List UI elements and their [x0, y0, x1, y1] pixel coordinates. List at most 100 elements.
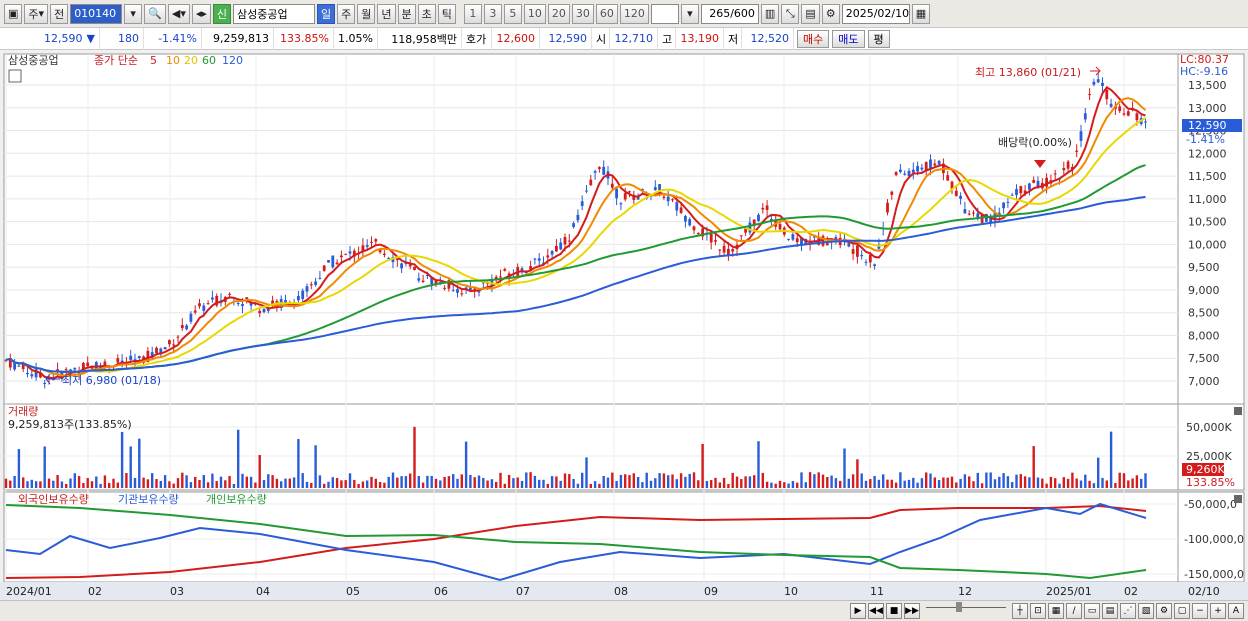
buy-button[interactable]: 매수 — [797, 29, 830, 48]
candle-body — [537, 258, 541, 261]
volume-bar — [103, 475, 107, 488]
speaker-icon[interactable]: ◀▾ — [167, 3, 190, 24]
interval-30[interactable]: 30 — [571, 3, 594, 24]
volume-bar — [112, 478, 115, 488]
draw-tool-icon[interactable]: ⤡ — [781, 3, 800, 24]
candle-body — [4, 359, 8, 361]
sell-button[interactable]: 매도 — [832, 29, 865, 48]
stock-name-field[interactable]: 삼성중공업 — [233, 3, 316, 24]
volume-bar — [907, 479, 911, 488]
interval-1[interactable]: 1 — [463, 3, 482, 24]
volume-bar — [843, 448, 846, 488]
period-tab-tick[interactable]: 틱 — [437, 3, 456, 24]
candle-body — [899, 169, 902, 173]
search-icon[interactable]: 🔍 — [144, 3, 166, 24]
magnet-icon[interactable]: ⊡ — [1030, 603, 1046, 619]
candle-body — [1126, 111, 1130, 116]
stock-code-input[interactable]: 010140 — [70, 3, 123, 24]
price-y-tick-label: 11,000 — [1188, 193, 1227, 206]
legend-ma10: 10 — [166, 54, 180, 67]
stock-chart-svg[interactable]: 삼성중공업 종가 단순 5 10 20 60 120 LC:80.37 HC:-… — [0, 52, 1248, 600]
interval-20[interactable]: 20 — [547, 3, 570, 24]
candle-body — [765, 205, 769, 210]
candle-body — [636, 196, 640, 200]
calendar-icon[interactable]: ▦ — [911, 3, 931, 24]
candle-body — [628, 191, 631, 193]
nav-arrows[interactable]: ◂▸ — [191, 3, 211, 24]
volume-bar — [649, 480, 653, 488]
period-tab-second[interactable]: 초 — [417, 3, 436, 24]
interval-3[interactable]: 3 — [483, 3, 502, 24]
volume-bar — [1135, 475, 1139, 488]
zoom-slider[interactable] — [926, 602, 1006, 615]
period-tab-week[interactable]: 주 — [337, 3, 356, 24]
volume-bar — [619, 474, 623, 488]
candle-body — [8, 357, 12, 368]
line-icon[interactable]: ∕ — [1066, 603, 1082, 619]
code-dropdown-button[interactable]: ▾ — [124, 3, 143, 24]
interval-5[interactable]: 5 — [503, 3, 522, 24]
volume-bar — [589, 483, 592, 488]
ruler-icon[interactable]: ▭ — [1084, 603, 1100, 619]
count-field[interactable]: 265/600 — [700, 3, 759, 24]
candle-body — [860, 254, 864, 257]
bid-price: 12,590 — [540, 27, 592, 50]
save-layout-icon[interactable]: ▧ — [1138, 603, 1154, 619]
holdings-panel-close-icon[interactable] — [1234, 495, 1242, 503]
volume-bar — [189, 482, 193, 488]
volume-y-tick-label: 50,000K — [1186, 421, 1232, 434]
volume-bar — [714, 477, 717, 488]
candle-body — [443, 287, 446, 289]
save-icon[interactable]: ▤ — [801, 3, 820, 24]
interval-120[interactable]: 120 — [619, 3, 649, 24]
chart-area[interactable]: 삼성중공업 종가 단순 5 10 20 60 120 LC:80.37 HC:-… — [0, 52, 1248, 600]
period-tab-minute[interactable]: 분 — [397, 3, 416, 24]
volume-bar — [804, 482, 807, 488]
period-tab-month[interactable]: 월 — [357, 3, 376, 24]
period-tab-day[interactable]: 일 — [317, 3, 336, 24]
interval-60[interactable]: 60 — [595, 3, 618, 24]
zoom-out-icon[interactable]: − — [1192, 603, 1208, 619]
interval-10[interactable]: 10 — [523, 3, 546, 24]
volume-bar — [52, 480, 55, 488]
candle-body — [309, 284, 313, 286]
volume-bar — [735, 476, 739, 488]
eval-button[interactable]: 평 — [867, 29, 890, 48]
zoom-in-icon[interactable]: + — [1210, 603, 1226, 619]
volume-bar — [950, 476, 954, 488]
trend-icon[interactable]: ⋰ — [1120, 603, 1136, 619]
gear-icon[interactable]: ⚙ — [821, 3, 840, 24]
volume-bar — [202, 475, 205, 488]
candle-body — [13, 362, 16, 370]
volume-bar — [353, 479, 356, 488]
volume-bar — [697, 480, 700, 488]
candle-body — [180, 325, 184, 329]
date-input[interactable]: 2025/02/10 — [841, 3, 910, 24]
auto-scale-icon[interactable]: A — [1228, 603, 1244, 619]
volume-bar — [615, 481, 618, 488]
grid-lines — [4, 54, 1178, 582]
expand-icon[interactable]: ▢ — [1174, 603, 1190, 619]
prev-button[interactable]: 전 — [50, 3, 69, 24]
layout-icon[interactable]: ▤ — [1102, 603, 1118, 619]
crosshair-icon[interactable]: ┼ — [1012, 603, 1028, 619]
scale-icon[interactable]: ▦ — [1048, 603, 1064, 619]
volume-bar — [249, 476, 253, 488]
period-tab-year[interactable]: 년 — [377, 3, 396, 24]
rewind-icon[interactable]: ◀◀ — [868, 603, 884, 619]
scroll-right-icon[interactable]: ▶ — [850, 603, 866, 619]
volume-panel-close-icon[interactable] — [1234, 407, 1242, 415]
grid-toggle-icon[interactable] — [8, 69, 22, 83]
interval-dropdown-button[interactable]: ▾ — [680, 3, 699, 24]
forward-icon[interactable]: ▶▶ — [904, 603, 920, 619]
volume-bar — [305, 481, 309, 488]
stop-icon[interactable]: ■ — [886, 603, 902, 619]
candle-body — [593, 171, 597, 173]
period-select[interactable]: 주 ▾ — [24, 3, 49, 24]
candle-type-icon[interactable]: ▥ — [760, 3, 780, 24]
config-icon[interactable]: ⚙ — [1156, 603, 1172, 619]
window-icon[interactable]: ▣ — [4, 3, 23, 24]
custom-interval-input[interactable] — [650, 3, 679, 24]
volume-bar — [877, 479, 881, 488]
bid-label: 호가 — [462, 27, 492, 50]
